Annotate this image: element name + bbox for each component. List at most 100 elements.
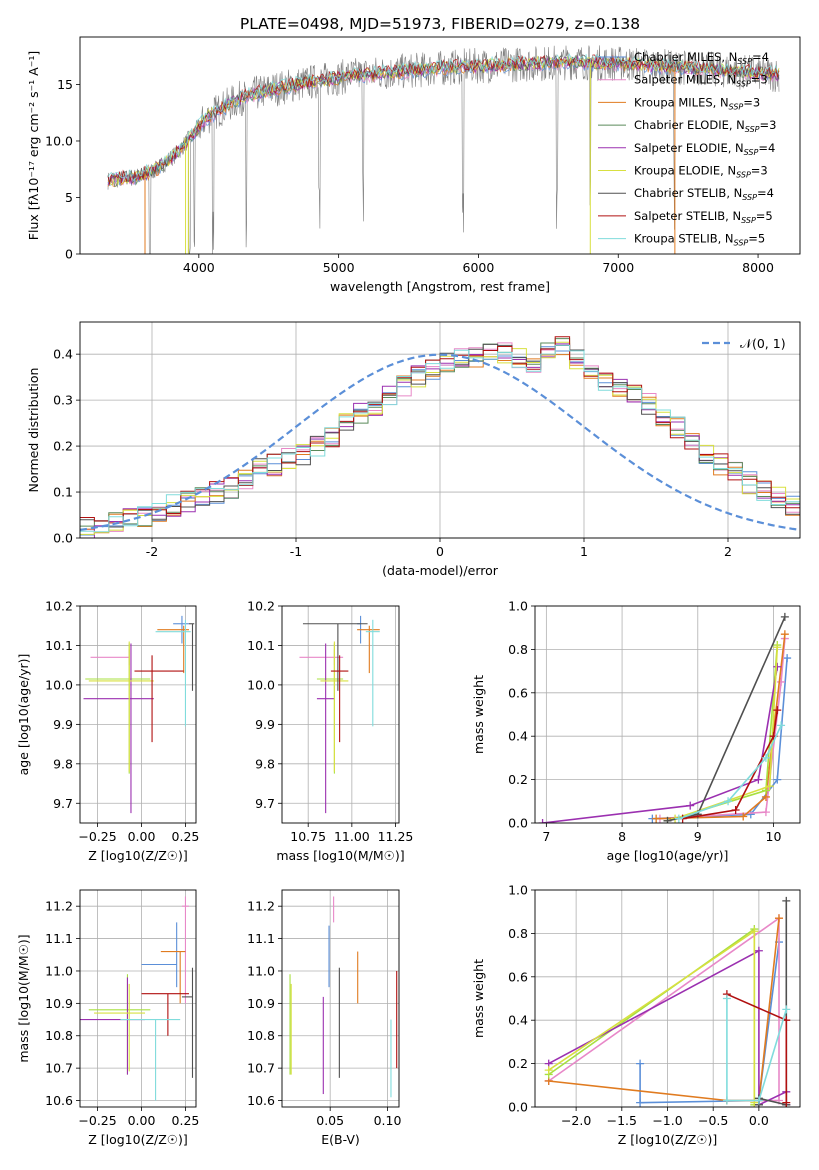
y-tick-label: 10.1: [247, 638, 275, 653]
panel-age_vs_mass: 10.75 11.00 11.25 9.7 9.8 9.9 10.0 10.1 10.2 mass…: [247, 599, 413, 864]
plot-area: [80, 336, 800, 538]
weight-marker: [663, 816, 672, 823]
y-tick-label: 9.7: [255, 796, 275, 811]
y-tick-label: 10.9: [45, 996, 73, 1011]
y-tick-label: 0: [65, 247, 73, 262]
panel-residuals: -2 -1 0 1 2 0.0 0.1 0.2 0.3 0.4 (data-model)/error…: [26, 321, 801, 578]
y-tick-label: 15: [57, 77, 73, 92]
axes-frame: [534, 605, 801, 824]
x-tick-label: −1.5: [607, 1113, 637, 1128]
weight-line: [659, 638, 786, 820]
x-tick-label: 11.25: [378, 829, 414, 844]
legend-text: =5: [748, 232, 765, 246]
legend-text: =5: [756, 209, 773, 223]
y-tick-label: 10.0: [45, 133, 73, 148]
plot-area: [538, 612, 792, 823]
y-axis-label: mass weight: [471, 675, 486, 754]
legend-subscript: SSP: [745, 125, 760, 134]
weight-marker: [754, 1096, 763, 1105]
axes-frame: [79, 36, 801, 255]
y-tick-label: 11.2: [45, 899, 73, 914]
x-tick-label: −2.0: [561, 1113, 591, 1128]
x-tick-label: 1: [580, 544, 588, 559]
x-tick-label: -1: [290, 544, 302, 559]
y-tick-label: 10.6: [45, 1093, 73, 1108]
y-tick-label: 1.0: [508, 599, 528, 614]
legend-label: Salpeter STELIB, NSSP=5: [634, 209, 773, 225]
x-axis-label: Z [log10(Z/Z☉)]: [618, 1132, 718, 1147]
weight-marker: [777, 721, 786, 730]
legend-subscript: SSP: [737, 57, 752, 66]
y-axis-label: Flux [fλ10⁻¹⁷ erg cm⁻² s⁻¹ A⁻¹]: [26, 51, 41, 240]
weight-marker: [773, 775, 782, 784]
y-tick-label: 0.2: [508, 1056, 528, 1071]
histogram-step: [80, 344, 800, 533]
weight-marker: [636, 1098, 645, 1107]
legend-subscript: SSP: [729, 102, 744, 111]
legend-text: Chabrier ELODIE, N: [634, 118, 745, 132]
y-tick-label: 10.2: [45, 599, 73, 614]
weight-marker: [777, 677, 786, 686]
weight-marker: [765, 782, 774, 791]
legend-label: Salpeter MILES, NSSP=3: [634, 73, 768, 89]
y-tick-label: 5: [65, 190, 73, 205]
x-axis-label: Z [log10(Z/Z☉)]: [88, 1132, 188, 1147]
legend-subscript: SSP: [734, 239, 749, 248]
y-tick-label: 10.9: [247, 996, 275, 1011]
y-tick-label: 10.6: [247, 1093, 275, 1108]
legend-text: =3: [760, 118, 777, 132]
x-tick-label: 8000: [742, 260, 774, 275]
legend-subscript: SSP: [736, 80, 751, 89]
legend-text: Salpeter STELIB, N: [634, 209, 741, 223]
weight-marker: [754, 946, 763, 955]
weight-marker: [731, 805, 740, 814]
plot-area: [299, 615, 380, 814]
y-tick-label: 0.6: [508, 685, 528, 700]
axes-frame: [79, 889, 197, 1108]
weight-marker: [722, 994, 731, 1003]
weight-marker: [724, 797, 733, 806]
weight-line: [682, 710, 779, 820]
y-tick-label: 9.9: [255, 717, 275, 732]
y-tick-label: 9.7: [53, 796, 73, 811]
x-tick-label: 0.25: [172, 829, 200, 844]
y-tick-label: 10.0: [45, 677, 73, 692]
legend-label: Chabrier MILES, NSSP=4: [634, 50, 769, 66]
x-tick-label: 4000: [183, 260, 215, 275]
weight-marker: [636, 1059, 645, 1068]
weight-line: [548, 918, 780, 1102]
histogram-step: [80, 336, 800, 524]
weight-marker: [544, 1066, 553, 1075]
weight-marker: [652, 814, 661, 823]
x-axis-label: mass [log10(M/M☉)]: [276, 848, 404, 863]
y-tick-label: 0.0: [508, 816, 528, 831]
weight-marker: [746, 810, 755, 819]
x-tick-label: −0.5: [698, 1113, 728, 1128]
x-axis-label: wavelength [Angstrom, rest frame]: [330, 279, 550, 294]
legend-text: Salpeter MILES, N: [634, 73, 736, 87]
legend-text: =3: [751, 73, 768, 87]
x-tick-label: 7: [542, 829, 550, 844]
weight-marker: [739, 812, 748, 821]
x-tick-label: −0.25: [78, 1113, 116, 1128]
legend-label: Kroupa MILES, NSSP=3: [634, 95, 760, 111]
x-tick-label: 10: [766, 829, 782, 844]
legend-subscript: SSP: [744, 148, 759, 157]
panel-spectrum: 4000 5000 6000 7000 8000 0 5 10.0 15 wavelength […: [26, 36, 801, 294]
weight-line: [674, 647, 779, 820]
weight-marker: [761, 753, 770, 762]
y-axis-label: Normed distribution: [26, 368, 41, 493]
weight-marker: [754, 775, 763, 784]
weight-line: [548, 927, 756, 1105]
y-tick-label: 9.8: [53, 756, 73, 771]
figure-title: PLATE=0498, MJD=51973, FIBERID=0279, z=0…: [240, 15, 640, 33]
x-tick-label: 6000: [463, 260, 495, 275]
weight-marker: [538, 819, 547, 823]
legend-text: =4: [757, 186, 774, 200]
weight-marker: [761, 808, 770, 817]
x-tick-label: -2: [146, 544, 158, 559]
plot-area: [289, 896, 398, 1098]
weight-marker: [782, 896, 791, 905]
legend-text: =3: [743, 95, 760, 109]
